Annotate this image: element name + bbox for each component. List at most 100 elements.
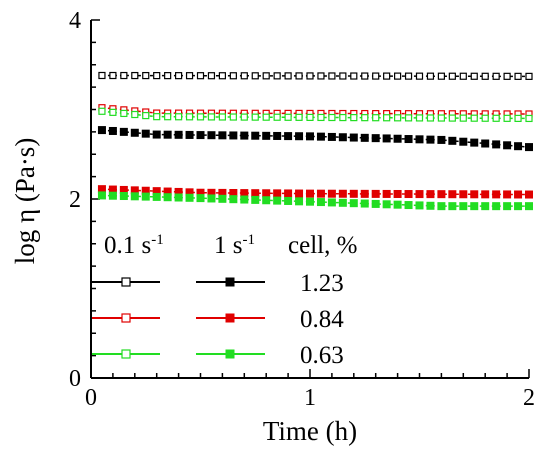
series-5	[97, 191, 533, 211]
y-tick-label: 2	[69, 187, 81, 213]
series-point	[470, 114, 478, 122]
series-point	[306, 197, 314, 206]
series-point	[383, 114, 391, 122]
legend-row-label: 0.84	[300, 306, 344, 333]
series-point	[481, 190, 490, 199]
series-point	[262, 196, 271, 205]
series-point	[295, 72, 303, 80]
series-point	[185, 193, 194, 202]
series-point	[525, 143, 533, 152]
series-point	[295, 132, 304, 141]
series-point	[339, 72, 347, 80]
legend-header-rate-low: 0.1 s-1	[104, 232, 164, 259]
series-point	[240, 131, 249, 140]
series-2	[98, 107, 533, 123]
series-point	[514, 190, 523, 199]
series-1	[98, 104, 533, 118]
series-point	[131, 71, 139, 80]
series-point	[295, 197, 304, 206]
series-point	[218, 113, 226, 121]
series-point	[382, 134, 391, 143]
series-point	[481, 72, 489, 80]
series-point	[284, 113, 292, 121]
series-point	[185, 113, 194, 121]
series-point	[503, 72, 511, 80]
series-point	[153, 72, 161, 80]
series-point	[415, 190, 424, 199]
series-point	[240, 72, 248, 80]
series-point	[382, 200, 391, 209]
legend-header-rate-high-sup: -1	[242, 232, 255, 248]
series-point	[196, 113, 205, 121]
series-point	[251, 195, 260, 204]
series-point	[163, 130, 172, 139]
y-tick-label: 4	[69, 8, 81, 34]
series-point	[481, 114, 489, 122]
series-point	[273, 189, 282, 198]
series-point	[459, 114, 467, 122]
series-point	[361, 72, 369, 80]
series-point	[525, 72, 533, 80]
series-line	[101, 188, 530, 196]
series-point	[448, 190, 457, 199]
series-point	[153, 113, 161, 121]
series-0	[98, 71, 533, 80]
series-marks	[97, 71, 533, 211]
series-3	[97, 126, 533, 152]
series-point	[273, 131, 282, 140]
series-point	[218, 131, 227, 140]
series-point	[317, 113, 325, 122]
series-point	[371, 189, 380, 198]
series-point	[349, 189, 358, 198]
series-point	[163, 193, 172, 202]
series-point	[251, 131, 260, 140]
axes: 0 2 4 0 1 2	[69, 8, 535, 411]
series-point	[470, 72, 478, 80]
series-point	[218, 194, 227, 203]
series-point	[360, 133, 369, 142]
series-point	[470, 202, 479, 211]
series-point	[98, 71, 106, 80]
series-point	[437, 202, 446, 211]
series-point	[108, 126, 117, 135]
series-point	[109, 108, 117, 116]
legend-marker-filled	[225, 313, 235, 323]
series-point	[327, 189, 336, 198]
series-4	[97, 185, 533, 199]
series-point	[207, 194, 216, 203]
y-axis-title: log η (Pa·s)	[10, 138, 40, 265]
series-point	[185, 130, 194, 139]
series-point	[142, 111, 150, 120]
series-point	[327, 132, 336, 141]
series-point	[481, 139, 490, 148]
series-point	[437, 190, 446, 199]
series-point	[262, 113, 270, 121]
series-point	[196, 194, 205, 203]
series-point	[514, 72, 522, 80]
series-point	[328, 113, 336, 122]
series-point	[448, 136, 457, 145]
series-point	[404, 135, 413, 144]
series-point	[459, 190, 468, 199]
series-point	[371, 199, 380, 208]
series-point	[338, 189, 347, 198]
legend-marker-filled	[225, 349, 235, 359]
series-point	[119, 127, 128, 136]
legend-row: 1.23	[92, 270, 344, 297]
series-point	[492, 202, 501, 211]
series-point	[207, 72, 216, 80]
series-point	[218, 72, 226, 80]
series-point	[339, 113, 347, 122]
series-point	[514, 202, 523, 211]
series-point	[262, 131, 271, 140]
series-point	[459, 202, 468, 211]
series-point	[251, 113, 259, 121]
legend-row: 0.63	[92, 342, 344, 369]
series-point	[394, 72, 402, 80]
series-point	[437, 72, 445, 80]
series-point	[371, 134, 380, 143]
series-point	[415, 72, 424, 80]
legend-row-label: 1.23	[300, 270, 344, 297]
x-tick-label: 2	[523, 385, 535, 411]
series-point	[382, 189, 391, 198]
